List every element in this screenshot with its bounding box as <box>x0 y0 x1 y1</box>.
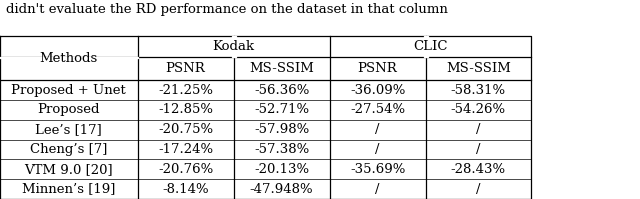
Bar <box>0 57 138 58</box>
Text: PSNR: PSNR <box>166 62 205 75</box>
Text: -17.24%: -17.24% <box>158 143 213 156</box>
Text: -54.26%: -54.26% <box>451 103 506 116</box>
Text: /: / <box>476 143 481 156</box>
Text: -21.25%: -21.25% <box>158 84 213 97</box>
Text: -57.98%: -57.98% <box>254 123 309 136</box>
Text: -47.948%: -47.948% <box>250 183 314 196</box>
Text: CLIC: CLIC <box>413 40 447 53</box>
Text: Lee’s [17]: Lee’s [17] <box>35 123 102 136</box>
Text: MS-SSIM: MS-SSIM <box>446 62 511 75</box>
Text: didn't evaluate the RD performance on the dataset in that column: didn't evaluate the RD performance on th… <box>6 3 448 16</box>
Text: /: / <box>476 183 481 196</box>
Text: -52.71%: -52.71% <box>254 103 309 116</box>
Text: -12.85%: -12.85% <box>158 103 213 116</box>
Text: -8.14%: -8.14% <box>163 183 209 196</box>
Text: MS-SSIM: MS-SSIM <box>249 62 314 75</box>
Text: -58.31%: -58.31% <box>451 84 506 97</box>
Text: -20.75%: -20.75% <box>158 123 213 136</box>
Bar <box>232 36 236 57</box>
Text: -56.36%: -56.36% <box>254 84 309 97</box>
Text: Kodak: Kodak <box>212 40 255 53</box>
Text: Proposed: Proposed <box>38 103 100 116</box>
Text: Methods: Methods <box>40 52 98 64</box>
Text: Proposed + Unet: Proposed + Unet <box>12 84 126 97</box>
Text: -28.43%: -28.43% <box>451 163 506 176</box>
Bar <box>424 36 428 57</box>
Text: /: / <box>476 123 481 136</box>
Text: /: / <box>375 123 380 136</box>
Text: -20.76%: -20.76% <box>158 163 213 176</box>
Text: -27.54%: -27.54% <box>350 103 405 116</box>
Text: -35.69%: -35.69% <box>350 163 405 176</box>
Text: -20.13%: -20.13% <box>254 163 309 176</box>
Text: -57.38%: -57.38% <box>254 143 309 156</box>
Text: /: / <box>375 183 380 196</box>
Text: /: / <box>375 143 380 156</box>
Text: Cheng’s [7]: Cheng’s [7] <box>30 143 108 156</box>
Text: Minnen’s [19]: Minnen’s [19] <box>22 183 115 196</box>
Text: PSNR: PSNR <box>358 62 397 75</box>
Text: -36.09%: -36.09% <box>350 84 405 97</box>
Text: VTM 9.0 [20]: VTM 9.0 [20] <box>24 163 113 176</box>
